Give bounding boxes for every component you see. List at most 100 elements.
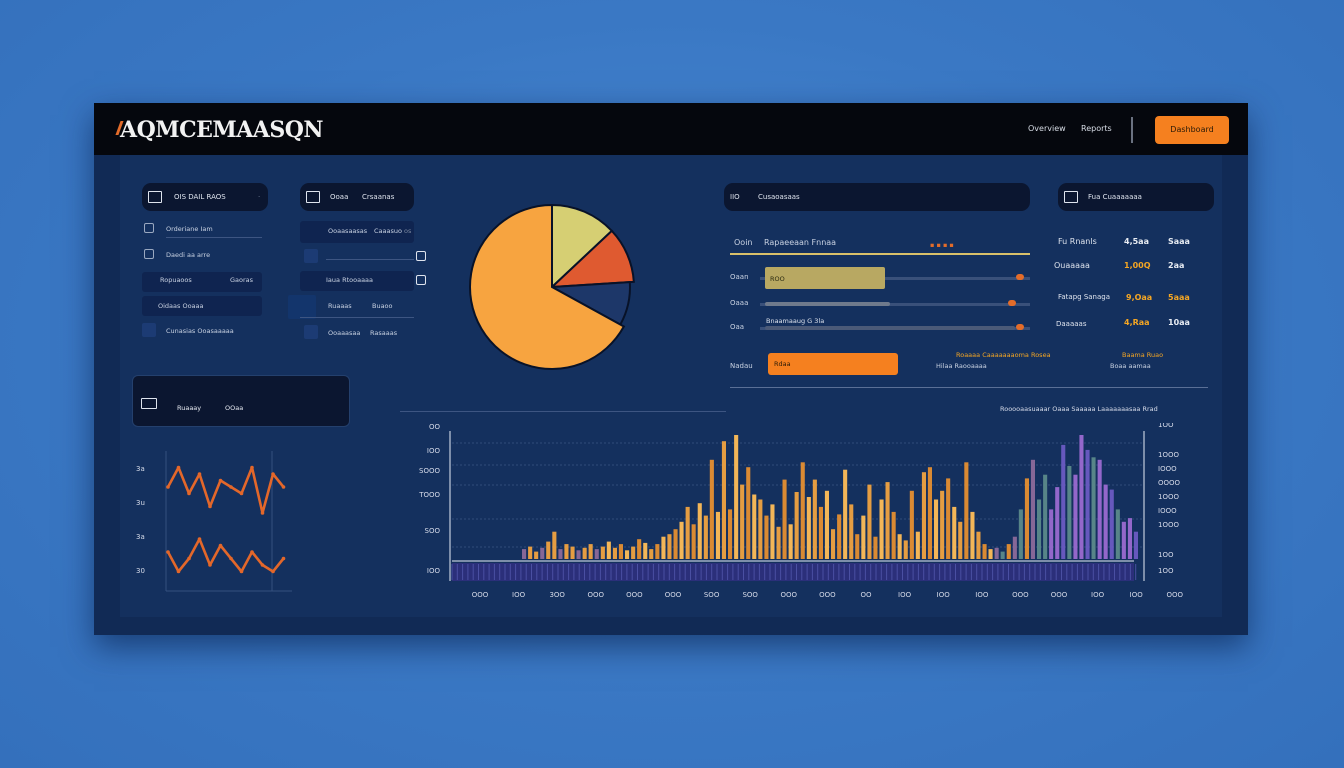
dashboard-window: AQMCEMAASQN Overview Reports Dashboard O…	[94, 103, 1248, 635]
main-chart-bar	[625, 550, 630, 559]
main-chart-bar	[691, 524, 696, 559]
sparkline-tick: 3a	[136, 465, 145, 473]
progress-action-button[interactable]: Rdaa	[768, 353, 898, 375]
card1-menu-icon[interactable]: ·	[258, 193, 261, 201]
main-chart-bar	[637, 539, 642, 559]
main-chart-bar	[1121, 521, 1126, 559]
pie-chart	[469, 203, 635, 370]
main-chart-x-tick: OOO	[665, 591, 682, 599]
main-chart-bar	[776, 526, 781, 559]
card2-row-4-label[interactable]: Ooaaasaa	[328, 329, 361, 337]
main-chart-bar	[1006, 544, 1011, 559]
sparkline-label-b: OOaa	[225, 404, 244, 412]
progress-fill-text: Bnaamaaug G 3la	[766, 317, 825, 325]
main-chart-x-tick: OO	[860, 591, 872, 599]
stat-label-0: Fu Rnanls	[1058, 237, 1097, 246]
main-chart-bar	[709, 459, 714, 559]
sparkline-tick: 3a	[136, 533, 145, 541]
main-chart-bar	[600, 546, 605, 559]
progress-header-icon: IIO	[730, 193, 740, 201]
stat-label-3: Daaaaas	[1056, 320, 1087, 328]
main-chart-bar	[673, 529, 678, 559]
row-icon	[144, 223, 154, 233]
progress-title-value: Rapaeeaan Fnnaa	[764, 238, 837, 247]
main-chart-bar	[770, 504, 775, 559]
main-chart-bar	[1133, 531, 1138, 559]
main-chart-bar	[946, 478, 951, 559]
progress-panel-header[interactable]: IIO Cusaoasaas	[724, 183, 1030, 211]
card1-row-1[interactable]: Daedi aa arre	[166, 251, 211, 259]
main-chart-x-tick: OOO	[626, 591, 643, 599]
main-chart-bar	[1091, 457, 1096, 559]
main-chart-bar	[685, 506, 690, 559]
main-chart-bar	[1097, 459, 1102, 559]
nav-link-overview[interactable]: Overview	[1028, 124, 1066, 133]
card2-row-2[interactable]: Iaua Rtooaaaa	[326, 276, 374, 284]
main-chart-bar	[885, 482, 890, 559]
main-chart-bar	[915, 531, 920, 559]
card2-row-3-icon	[288, 295, 316, 319]
main-chart-bar	[618, 544, 623, 559]
sparkline-point	[218, 478, 223, 483]
card2-row-2-bg	[300, 271, 414, 291]
card1-row-0[interactable]: Orderiane Iam	[166, 225, 213, 233]
progress-action-button-label: Rdaa	[774, 360, 791, 368]
main-chart-bar	[588, 544, 593, 559]
main-chart-left-tick: OO	[429, 423, 441, 431]
divider	[730, 387, 1208, 388]
card2-title-a: Ooaa	[330, 193, 349, 201]
main-chart-bar	[970, 511, 975, 559]
main-chart-bar	[861, 515, 866, 559]
main-chart-bar	[612, 547, 617, 559]
chart-mini-icon	[416, 251, 426, 261]
sparkline-chart: 3a 3u 3a 30	[136, 451, 292, 592]
main-chart-bar	[1037, 499, 1042, 559]
card2-row-3-value: Buaoo	[372, 302, 393, 310]
sparkline-header-panel[interactable]: Ruaaay OOaa	[132, 375, 350, 427]
stats-panel-header[interactable]: Fua Cuaaaaaaa	[1058, 183, 1214, 211]
dashboard-button[interactable]: Dashboard	[1155, 116, 1229, 144]
sparkline-point	[271, 472, 275, 476]
card2-row-0-label[interactable]: Ooaasaasas	[328, 227, 368, 235]
app-title: AQMCEMAASQN	[120, 117, 324, 143]
stat-extra-3: 10aa	[1168, 318, 1190, 327]
card2-row-3-label[interactable]: Ruaaas	[328, 302, 352, 310]
main-chart-bar	[540, 547, 545, 559]
progress-track	[760, 277, 1030, 280]
sparkline-point	[250, 465, 254, 470]
card1-row-4[interactable]: Cunasias Ooasaaaaa	[166, 327, 234, 335]
progress-subnote-0: Hilaa Raooaaaa	[936, 362, 987, 370]
progress-end-marker	[1016, 274, 1024, 280]
divider	[326, 259, 414, 260]
main-chart-left-tick: SOO	[425, 527, 441, 535]
card1-header[interactable]: OIS DAIL RAOS ·	[142, 183, 268, 211]
divider	[300, 317, 414, 318]
main-chart-bar	[831, 529, 836, 559]
main-chart-x-tick: SOO	[742, 591, 758, 599]
main-chart-bar	[1030, 459, 1035, 559]
pie-slice	[469, 203, 626, 370]
card1-row-3[interactable]: Oidaas Ooaaa	[158, 302, 204, 310]
stat-value-1: 1,00Q	[1124, 261, 1151, 270]
card2-header[interactable]: Ooaa Crsaanas	[300, 183, 414, 211]
sparkline-tick: 30	[136, 567, 145, 575]
row-icon	[142, 323, 156, 337]
trend-icon	[141, 398, 157, 409]
main-chart-bar	[594, 549, 599, 559]
main-chart-bar	[964, 462, 969, 559]
main-chart-bar	[1067, 466, 1072, 559]
main-chart-bar	[812, 479, 817, 559]
main-chart-bar	[564, 544, 569, 559]
main-chart-bar	[897, 534, 902, 559]
sparkline-line	[166, 537, 285, 573]
main-chart-bar	[940, 490, 945, 559]
main-chart-left-tick: IOO	[427, 447, 441, 455]
pie-slice	[549, 229, 635, 289]
card1-row-2-bg	[142, 272, 262, 292]
nav-link-reports[interactable]: Reports	[1081, 124, 1112, 133]
main-chart-x-tick: OOO	[472, 591, 489, 599]
main-chart-bar	[1055, 487, 1060, 559]
app-logo[interactable]: AQMCEMAASQN	[115, 117, 324, 143]
card1-row-2-label[interactable]: Ropuaoos	[160, 276, 192, 284]
main-chart-right-tick: OOOO	[1158, 479, 1181, 487]
